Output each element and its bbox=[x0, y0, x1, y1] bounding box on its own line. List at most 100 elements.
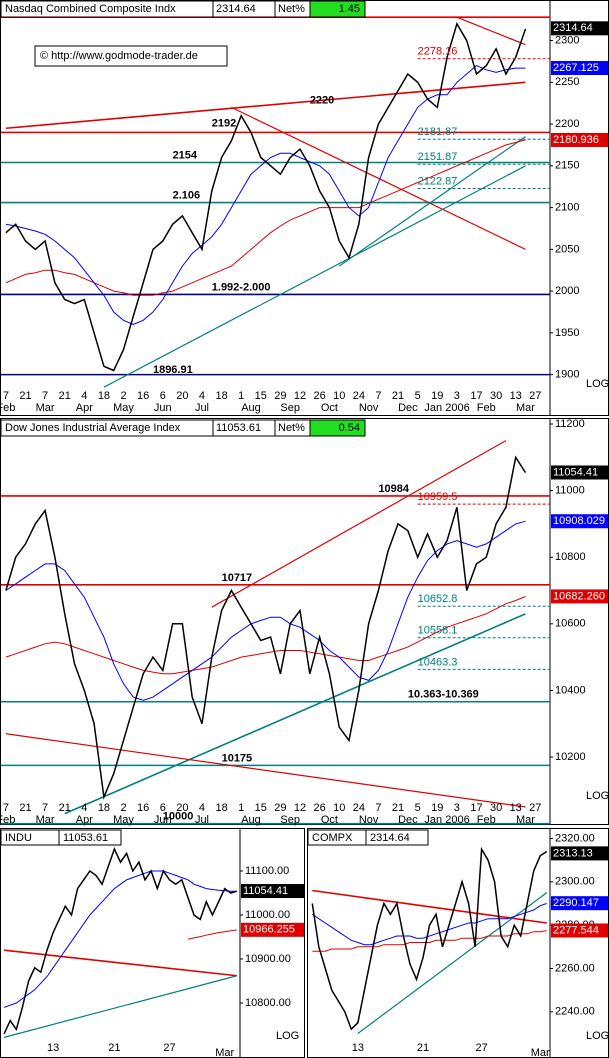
annotation: 10959.5 bbox=[418, 491, 458, 503]
header-title: COMPX bbox=[312, 832, 353, 844]
x-month-label: Oct bbox=[321, 814, 338, 826]
x-month-label: May bbox=[113, 402, 134, 414]
trend-line bbox=[3, 949, 238, 977]
x-tick-label: 26 bbox=[313, 390, 325, 402]
price-box bbox=[551, 589, 608, 604]
x-tick-label: 4 bbox=[199, 802, 205, 814]
y-tick-label: 10800.00 bbox=[245, 997, 291, 1009]
price-label: 2267.125 bbox=[553, 62, 599, 74]
annotation: 2181.87 bbox=[418, 126, 458, 138]
x-tick-label: 2 bbox=[120, 802, 126, 814]
x-tick-label: 7 bbox=[3, 802, 9, 814]
y-tick-label: 2200 bbox=[555, 118, 579, 130]
x-tick-label: 7 bbox=[375, 802, 381, 814]
x-tick-label: 26 bbox=[313, 802, 325, 814]
y-tick-label: 2250 bbox=[555, 76, 579, 88]
y-tick-label: 2100 bbox=[555, 201, 579, 213]
x-tick-label: 13 bbox=[352, 1042, 364, 1054]
x-tick-label: 10 bbox=[333, 390, 345, 402]
annotation: 2151.87 bbox=[418, 151, 458, 163]
header-last: 11053.61 bbox=[216, 422, 261, 434]
x-month-label: Oct bbox=[321, 402, 338, 414]
x-month-label: Jun bbox=[154, 402, 172, 414]
header-net-value: 0.54 bbox=[339, 422, 360, 434]
x-month-label: Aug bbox=[241, 814, 261, 826]
x-tick-label: 21 bbox=[392, 802, 404, 814]
y-tick-label: 10900.00 bbox=[245, 953, 291, 965]
x-tick-label: 18 bbox=[98, 390, 110, 402]
x-tick-label: 30 bbox=[490, 390, 502, 402]
trend-line bbox=[103, 165, 526, 388]
x-month-label: Jan 2006 bbox=[424, 402, 469, 414]
x-month-label: Mar bbox=[36, 814, 55, 826]
header-net-label: Net% bbox=[278, 422, 305, 434]
x-month-label: Dec bbox=[398, 402, 418, 414]
header-last: 2314.64 bbox=[370, 832, 410, 844]
x-month-label: Apr bbox=[76, 402, 93, 414]
price-label: 11054.41 bbox=[553, 466, 598, 478]
x-tick-label: 13 bbox=[510, 802, 522, 814]
x-month-label: Nov bbox=[359, 814, 379, 826]
x-tick-label: 2 bbox=[120, 390, 126, 402]
x-tick-label: 16 bbox=[137, 390, 149, 402]
x-tick-label: 13 bbox=[47, 1042, 59, 1054]
net-box bbox=[309, 419, 366, 437]
x-tick-label: 6 bbox=[160, 390, 166, 402]
annotation: 2154 bbox=[173, 149, 198, 161]
x-month-label: Feb bbox=[0, 814, 15, 826]
price-box bbox=[551, 846, 608, 861]
header-title: Nasdaq Combined Composite Indx bbox=[5, 3, 176, 15]
x-tick-label: 6 bbox=[160, 802, 166, 814]
x-tick-label: 18 bbox=[215, 802, 227, 814]
price-line bbox=[5, 596, 526, 675]
log-label: LOG bbox=[276, 1030, 299, 1042]
price-box bbox=[551, 465, 608, 480]
annotation: 10463.3 bbox=[418, 656, 458, 668]
x-tick-label: 29 bbox=[274, 802, 286, 814]
y-tick-label: 2260.00 bbox=[555, 962, 595, 974]
header-box bbox=[58, 829, 122, 846]
y-tick-label: 11000 bbox=[555, 485, 585, 497]
x-tick-label: 5 bbox=[415, 390, 421, 402]
x-tick-label: 21 bbox=[417, 1042, 429, 1054]
y-tick-label: 2300.00 bbox=[555, 876, 595, 888]
x-tick-label: 12 bbox=[294, 802, 306, 814]
x-tick-label: 4 bbox=[81, 802, 87, 814]
x-month-label: Sep bbox=[280, 402, 300, 414]
trend-line bbox=[312, 889, 547, 924]
x-month-label: Aug bbox=[241, 402, 261, 414]
annotation: 2.106 bbox=[173, 189, 201, 201]
header-box bbox=[365, 829, 429, 846]
y-tick-label: 10600 bbox=[555, 618, 586, 630]
price-line bbox=[3, 847, 238, 1035]
annotation: 1896.91 bbox=[153, 364, 193, 376]
x-tick-label: 15 bbox=[255, 390, 267, 402]
price-line bbox=[5, 21, 527, 372]
y-tick-label: 1950 bbox=[555, 327, 579, 339]
x-tick-label: 7 bbox=[42, 390, 48, 402]
header-title: Dow Jones Industrial Average Index bbox=[5, 422, 181, 434]
x-month-label: Jan 2006 bbox=[424, 814, 469, 826]
watermark-box bbox=[34, 45, 228, 67]
price-box bbox=[551, 514, 608, 529]
y-tick-label: 2000 bbox=[555, 285, 579, 297]
y-tick-label: 11000.00 bbox=[245, 909, 290, 921]
x-tick-label: 19 bbox=[431, 390, 443, 402]
x-tick-label: 21 bbox=[108, 1042, 120, 1054]
trend-line bbox=[3, 975, 238, 1038]
x-month-label: Jul bbox=[195, 402, 209, 414]
header-net-value: 1.45 bbox=[339, 3, 360, 15]
x-tick-label: 3 bbox=[454, 802, 460, 814]
x-month-label: May bbox=[113, 814, 134, 826]
x-tick-label: 21 bbox=[19, 802, 31, 814]
trend-line bbox=[5, 81, 526, 130]
log-label: LOG bbox=[586, 790, 609, 802]
annotation: 2220 bbox=[310, 94, 334, 106]
x-month-label: Feb bbox=[0, 402, 15, 414]
price-label: 10908.029 bbox=[553, 515, 605, 527]
x-tick-label: 30 bbox=[490, 802, 502, 814]
y-tick-label: 10800 bbox=[555, 551, 586, 563]
x-tick-label: 10 bbox=[333, 802, 345, 814]
